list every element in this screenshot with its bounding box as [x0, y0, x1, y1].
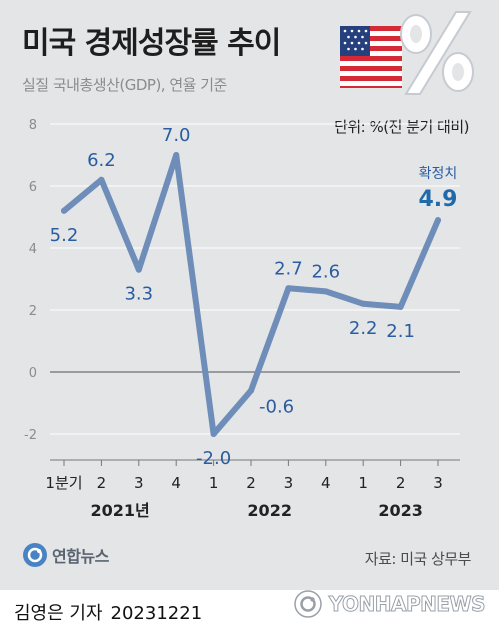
- chart-panel: [0, 0, 499, 590]
- data-point: [135, 266, 142, 273]
- x-tick-label: 4: [171, 474, 181, 492]
- value-label: 4.9: [419, 187, 458, 212]
- value-label: 2.1: [386, 321, 415, 342]
- y-tick-label: -2: [24, 428, 37, 443]
- author-name: 김영은 기자: [14, 603, 103, 624]
- data-point: [397, 303, 404, 310]
- x-tick-label: 2: [396, 474, 406, 492]
- data-point: [360, 300, 367, 307]
- line-chart: -2 0 2 4 6 8 1분기 2 3 4 1 2 3 4 1 2 3 2021년 2022 2023 5.2 6.2 3…: [24, 118, 460, 520]
- watermark-logo-icon: [294, 590, 322, 618]
- value-label: -0.6: [259, 397, 294, 418]
- value-label: 7.0: [162, 125, 191, 146]
- value-label: 2.6: [311, 261, 340, 282]
- source-label: 자료: 미국 상무부: [364, 550, 472, 568]
- logo-text: 연합뉴스: [52, 547, 109, 566]
- watermark-text: YONHAPNEWS: [328, 592, 486, 617]
- value-label: 5.2: [50, 225, 79, 246]
- publish-date: 20231221: [110, 603, 203, 624]
- y-tick-label: 4: [29, 242, 37, 257]
- y-tick-label: 8: [29, 118, 37, 133]
- data-point: [322, 288, 329, 295]
- year-label: 2021년: [90, 501, 149, 520]
- x-tick-label: 4: [321, 474, 331, 492]
- watermark: YONHAPNEWS: [293, 589, 486, 619]
- value-label: 3.3: [124, 284, 153, 305]
- data-point: [61, 207, 67, 214]
- x-tick-label: 1분기: [45, 474, 82, 492]
- data-point: [248, 387, 254, 394]
- chart-title: 미국 경제성장률 추이: [22, 26, 281, 61]
- x-tick-label: 3: [134, 474, 144, 492]
- confirmed-annotation: 확정치: [419, 166, 458, 182]
- data-point: [98, 176, 105, 183]
- unit-label: 단위: %(전 분기 대비): [334, 118, 469, 136]
- y-tick-label: 0: [29, 366, 37, 381]
- value-label: 2.2: [349, 318, 378, 339]
- x-tick-label: 1: [358, 474, 368, 492]
- value-label: 2.7: [274, 258, 303, 279]
- y-tick-label: 2: [29, 304, 37, 319]
- x-tick-label: 2: [246, 474, 256, 492]
- yonhap-logo-icon: [23, 543, 47, 567]
- us-flag-icon: [340, 26, 402, 88]
- x-tick-label: 2: [97, 474, 107, 492]
- x-tick-label: 1: [209, 474, 219, 492]
- x-tick-label: 3: [433, 474, 443, 492]
- year-label: 2022: [247, 501, 292, 520]
- data-point: [435, 217, 441, 224]
- year-label: 2023: [378, 501, 423, 520]
- chart-subtitle: 실질 국내총생산(GDP), 연율 기준: [22, 76, 227, 94]
- y-tick-label: 6: [29, 180, 37, 195]
- value-label: -2.0: [196, 448, 231, 469]
- data-point: [173, 152, 180, 158]
- percent-icon: [400, 11, 474, 95]
- yonhap-logo: 연합뉴스: [22, 542, 109, 568]
- value-label: 6.2: [87, 150, 116, 171]
- data-point: [285, 285, 292, 292]
- byline: 김영은 기자 20231221: [14, 599, 202, 625]
- x-tick-label: 3: [284, 474, 294, 492]
- data-point: [210, 431, 217, 437]
